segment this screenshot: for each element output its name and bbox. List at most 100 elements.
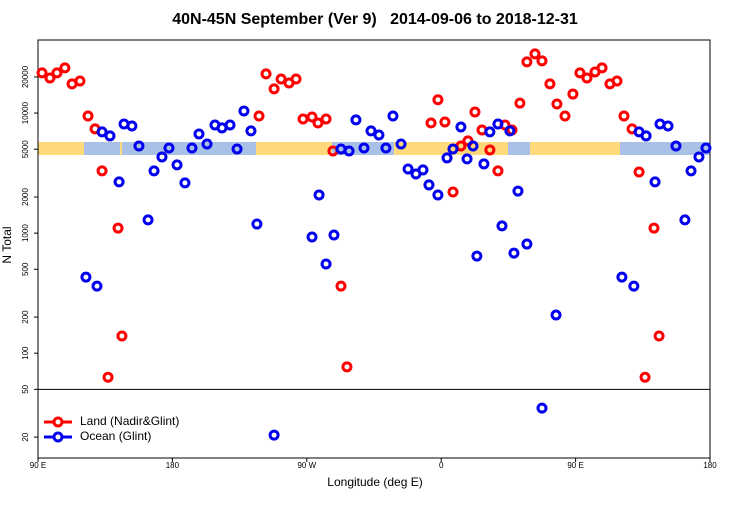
point xyxy=(96,126,108,138)
point xyxy=(581,72,593,84)
point xyxy=(395,138,407,150)
legend-marker xyxy=(52,416,64,428)
x-tick-label: 90 E xyxy=(567,461,583,470)
x-tick-label: 180 xyxy=(703,461,717,470)
point xyxy=(536,55,548,67)
point xyxy=(633,166,645,178)
point xyxy=(365,125,377,137)
point xyxy=(312,117,324,129)
point xyxy=(514,97,526,109)
point xyxy=(133,140,145,152)
point xyxy=(467,140,479,152)
point xyxy=(36,67,48,79)
point xyxy=(201,138,213,150)
point xyxy=(82,110,94,122)
point xyxy=(529,48,541,60)
x-tick-label: 90 E xyxy=(30,461,46,470)
y-tick-label: 5000 xyxy=(21,140,30,158)
point xyxy=(496,220,508,232)
point xyxy=(484,126,496,138)
point xyxy=(417,164,429,176)
band-blue xyxy=(84,142,120,155)
legend-label: Land (Nadir&Glint) xyxy=(80,414,179,428)
band-blue xyxy=(332,142,394,155)
point xyxy=(551,98,563,110)
point xyxy=(328,229,340,241)
x-tick-label: 0 xyxy=(439,461,444,470)
point xyxy=(320,258,332,270)
y-tick-label: 20 xyxy=(21,432,30,441)
point xyxy=(441,152,453,164)
point xyxy=(423,179,435,191)
point xyxy=(96,165,108,177)
point xyxy=(536,402,548,414)
point xyxy=(574,67,586,79)
point xyxy=(492,165,504,177)
point xyxy=(639,371,651,383)
point xyxy=(163,142,175,154)
point xyxy=(268,83,280,95)
point xyxy=(512,185,524,197)
point xyxy=(596,62,608,74)
point xyxy=(439,116,451,128)
point xyxy=(567,88,579,100)
y-tick-label: 1000 xyxy=(21,224,30,242)
point xyxy=(484,144,496,156)
point xyxy=(679,214,691,226)
point xyxy=(662,120,674,132)
x-tick-label: 180 xyxy=(166,461,180,470)
band xyxy=(38,142,710,155)
x-tick-label: 90 W xyxy=(297,461,316,470)
point xyxy=(179,177,191,189)
point xyxy=(112,222,124,234)
point xyxy=(616,271,628,283)
point xyxy=(447,186,459,198)
point xyxy=(521,56,533,68)
point xyxy=(245,125,257,137)
point xyxy=(550,309,562,321)
point xyxy=(693,151,705,163)
point xyxy=(335,280,347,292)
point xyxy=(504,125,516,137)
point xyxy=(51,67,63,79)
point xyxy=(358,142,370,154)
point xyxy=(297,113,309,125)
point xyxy=(432,94,444,106)
point xyxy=(313,189,325,201)
plot-frame xyxy=(37,39,711,459)
point xyxy=(186,142,198,154)
point xyxy=(380,142,392,154)
point xyxy=(544,78,556,90)
point xyxy=(91,280,103,292)
point xyxy=(628,280,640,292)
point xyxy=(306,231,318,243)
point xyxy=(640,130,652,142)
point xyxy=(156,151,168,163)
point xyxy=(559,110,571,122)
point xyxy=(148,165,160,177)
point xyxy=(478,158,490,170)
y-tick-label: 20000 xyxy=(21,65,30,88)
chart-title: 40N-45N September (Ver 9) 2014-09-06 to … xyxy=(172,11,578,28)
y-tick-label: 2000 xyxy=(21,188,30,206)
band-blue xyxy=(508,142,530,155)
point xyxy=(116,330,128,342)
point xyxy=(425,117,437,129)
point xyxy=(102,371,114,383)
point xyxy=(670,140,682,152)
point xyxy=(492,118,504,130)
x-axis-label: Longitude (deg E) xyxy=(327,475,422,489)
point xyxy=(113,176,125,188)
point xyxy=(59,62,71,74)
point xyxy=(387,110,399,122)
point xyxy=(306,111,318,123)
point xyxy=(611,75,623,87)
point xyxy=(80,271,92,283)
point xyxy=(320,113,332,125)
point xyxy=(461,153,473,165)
point xyxy=(231,143,243,155)
point xyxy=(253,110,265,122)
point xyxy=(341,361,353,373)
